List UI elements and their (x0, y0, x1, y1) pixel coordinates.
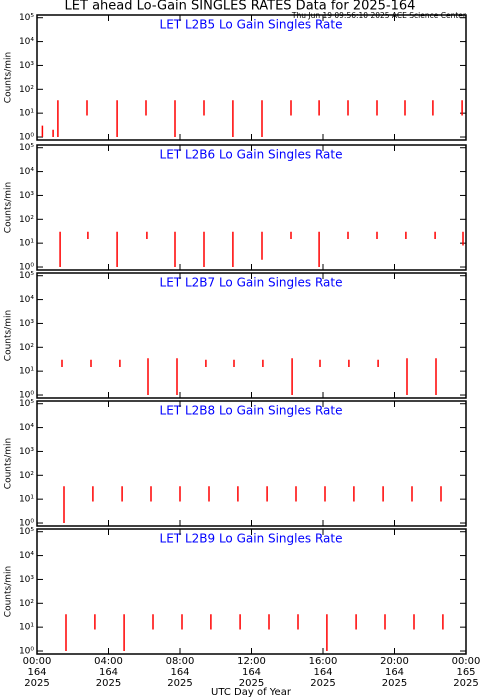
data-line (59, 231, 464, 267)
y-tick-label: 10⁵ (19, 143, 34, 153)
y-tick-label: 10² (19, 599, 34, 609)
y-tick-label: 10² (19, 85, 34, 95)
x-tick-sublabel: 164 (99, 667, 118, 678)
y-tick-label: 10⁰ (19, 519, 34, 529)
y-tick-label: 10¹ (19, 623, 34, 633)
x-tick-label: 04:00 (94, 656, 123, 667)
y-tick-label: 10⁴ (19, 295, 34, 305)
x-tick-sublabel: 164 (385, 667, 404, 678)
y-tick-label: 10⁵ (19, 399, 34, 409)
y-tick-label: 10⁴ (19, 167, 34, 177)
panel-title: LET L2B6 Lo Gain Singles Rate (160, 148, 343, 162)
x-tick-sublabel: 2025 (382, 678, 407, 689)
x-tick-sublabel: 2025 (96, 678, 121, 689)
x-tick-sublabel: 2025 (24, 678, 49, 689)
x-tick-label: 12:00 (237, 656, 266, 667)
y-tick-label: 10³ (19, 575, 34, 585)
y-axis-label: Counts/min (4, 438, 14, 489)
data-line (61, 358, 437, 395)
x-tick-sublabel: 2025 (239, 678, 264, 689)
x-tick-label: 00:00 (23, 656, 52, 667)
x-tick-label: 20:00 (380, 656, 409, 667)
x-tick-sublabel: 165 (456, 667, 475, 678)
y-tick-label: 10² (19, 343, 34, 353)
y-axis-label: Counts/min (4, 310, 14, 361)
y-tick-label: 10¹ (19, 495, 34, 505)
y-tick-label: 10⁵ (19, 271, 34, 281)
x-tick-sublabel: 164 (27, 667, 46, 678)
y-tick-label: 10² (19, 215, 34, 225)
panel-title: LET L2B7 Lo Gain Singles Rate (160, 276, 343, 290)
y-tick-label: 10³ (19, 191, 34, 201)
y-tick-label: 10⁰ (19, 263, 34, 273)
y-tick-label: 10⁴ (19, 551, 34, 561)
y-tick-label: 10³ (19, 319, 34, 329)
y-axis-label: Counts/min (4, 182, 14, 233)
data-line (41, 100, 463, 137)
y-tick-label: 10⁵ (19, 13, 34, 23)
y-tick-label: 10⁰ (19, 391, 34, 401)
x-tick-sublabel: 164 (313, 667, 332, 678)
x-tick-label: 00:00 (452, 656, 481, 667)
y-tick-label: 10⁰ (19, 133, 34, 143)
panel-title: LET L2B8 Lo Gain Singles Rate (160, 404, 343, 418)
x-tick-sublabel: 2025 (310, 678, 335, 689)
y-tick-label: 10³ (19, 61, 34, 71)
x-axis-label: UTC Day of Year (211, 687, 292, 698)
y-tick-label: 10² (19, 471, 34, 481)
x-tick-sublabel: 2025 (453, 678, 478, 689)
y-tick-label: 10⁵ (19, 527, 34, 537)
x-tick-label: 16:00 (309, 656, 338, 667)
y-tick-label: 10¹ (19, 239, 34, 249)
y-tick-label: 10¹ (19, 109, 34, 119)
panel-title: LET L2B9 Lo Gain Singles Rate (160, 532, 343, 546)
y-axis-label: Counts/min (4, 52, 14, 103)
y-tick-label: 10⁴ (19, 37, 34, 47)
y-axis-label: Counts/min (4, 566, 14, 617)
y-tick-label: 10⁴ (19, 423, 34, 433)
data-line (63, 486, 442, 523)
panel-title: LET L2B5 Lo Gain Singles Rate (160, 18, 343, 32)
x-tick-sublabel: 164 (242, 667, 261, 678)
x-tick-sublabel: 164 (170, 667, 189, 678)
y-tick-label: 10³ (19, 447, 34, 457)
x-tick-sublabel: 2025 (167, 678, 192, 689)
y-tick-label: 10⁰ (19, 647, 34, 657)
x-tick-label: 08:00 (166, 656, 195, 667)
y-tick-label: 10¹ (19, 367, 34, 377)
data-line (65, 614, 444, 651)
page-title: LET ahead Lo-Gain SINGLES RATES Data for… (65, 0, 416, 14)
